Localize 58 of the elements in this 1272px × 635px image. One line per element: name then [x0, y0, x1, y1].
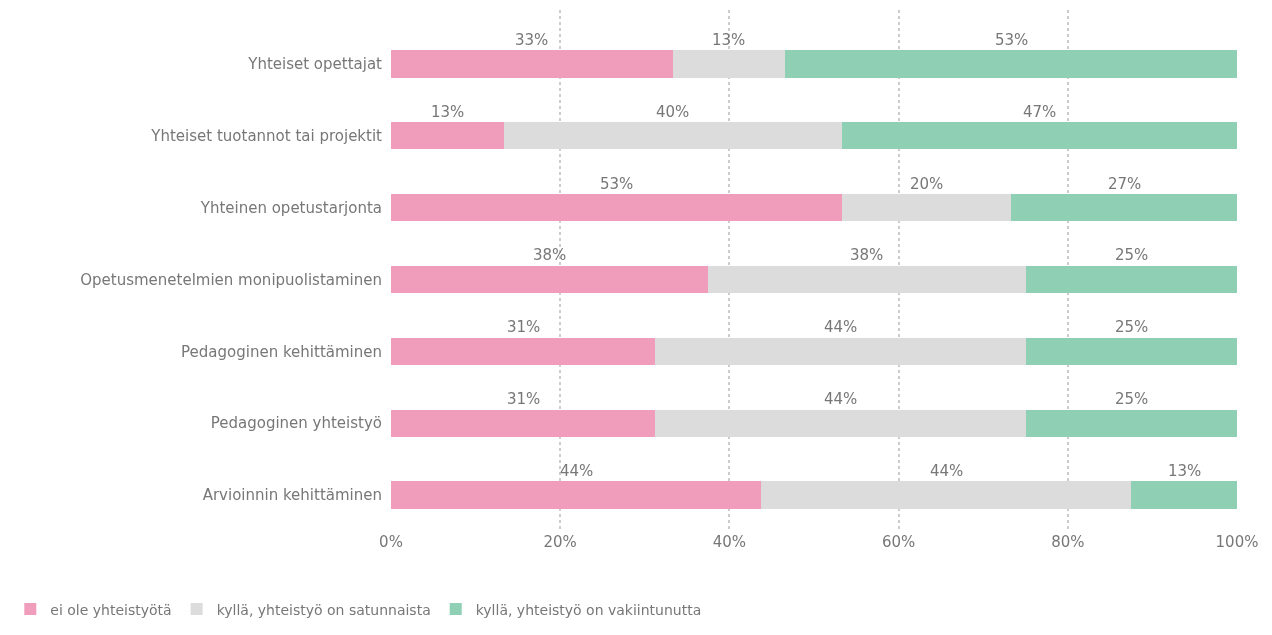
y-tick-label: Pedagoginen kehittäminen [181, 342, 382, 361]
bar [841, 122, 1237, 150]
data-label: 13% [431, 103, 465, 121]
bar [1025, 265, 1237, 294]
data-label: 33% [515, 31, 549, 49]
bar [785, 50, 1237, 78]
bar [841, 193, 1012, 222]
data-label: 25% [1115, 318, 1149, 336]
x-tick-label: 100% [1215, 533, 1259, 551]
bar [391, 265, 709, 294]
bar [503, 122, 842, 150]
bar [672, 50, 786, 78]
data-label: 27% [1108, 175, 1142, 193]
data-label: 40% [656, 103, 690, 121]
bar [655, 337, 1026, 365]
x-tick-label: 0% [379, 533, 403, 551]
y-tick-label: Yhteiset opettajat [247, 55, 383, 74]
data-label: 13% [712, 31, 746, 49]
y-tick-label: Yhteiset tuotannot tai projektit [150, 127, 383, 146]
data-label: 44% [824, 318, 858, 336]
data-label: 25% [1115, 390, 1149, 408]
bar [391, 337, 656, 365]
bar [1011, 193, 1237, 222]
data-label: 25% [1115, 246, 1149, 264]
y-tick-label: Yhteinen opetustarjonta [199, 198, 382, 217]
x-tick-label: 20% [543, 533, 577, 551]
data-label: 38% [850, 246, 884, 264]
bar [761, 481, 1132, 509]
bar [1025, 337, 1237, 365]
data-label: 31% [507, 390, 541, 408]
bar [391, 481, 762, 509]
bar [391, 122, 504, 150]
bar [391, 193, 842, 222]
data-label: 44% [930, 462, 964, 480]
x-tick-label: 80% [1051, 533, 1085, 551]
data-label: 44% [824, 390, 858, 408]
bar [1131, 481, 1237, 509]
y-tick-label: Arvioinnin kehittäminen [202, 486, 382, 505]
data-label: 53% [600, 175, 634, 193]
legend-label: kyllä, yhteistyö on satunnaista [216, 601, 431, 618]
y-tick-label: Pedagoginen yhteistyö [210, 414, 382, 433]
bar [655, 409, 1026, 437]
legend-label: kyllä, yhteistyö on vakiintunutta [475, 601, 702, 618]
data-label: 13% [1168, 462, 1202, 480]
data-label: 53% [995, 31, 1029, 49]
bar [708, 265, 1026, 294]
data-label: 44% [560, 462, 594, 480]
bar [391, 409, 656, 437]
legend-label: ei ole yhteistyötä [50, 601, 172, 618]
x-tick-label: 60% [881, 533, 916, 551]
x-tick-label: 40% [712, 533, 747, 551]
data-label: 47% [1023, 103, 1057, 121]
bar [1025, 409, 1237, 437]
data-label: 31% [507, 318, 541, 336]
bar [391, 50, 673, 78]
data-label: 20% [910, 175, 944, 193]
y-tick-label: Opetusmenetelmien monipuolistaminen [80, 270, 382, 289]
data-label: 38% [533, 246, 567, 264]
